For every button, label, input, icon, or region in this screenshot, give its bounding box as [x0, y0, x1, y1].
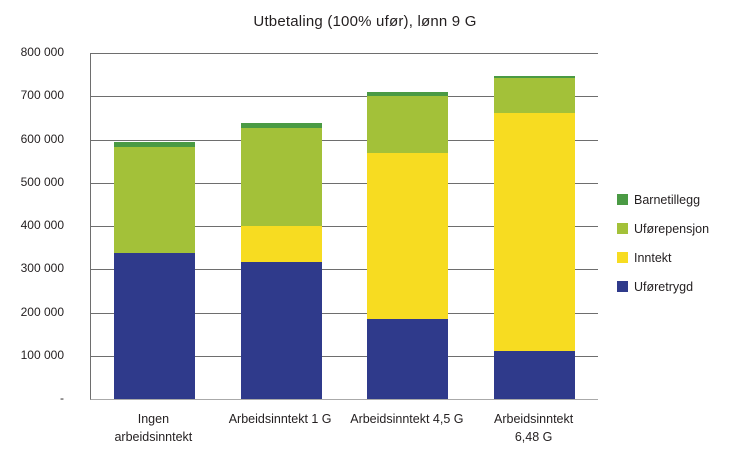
legend-label: Uførepensjon [634, 221, 710, 236]
legend-item: Uføretrygd [617, 279, 709, 294]
bar-segment [113, 252, 195, 399]
stacked-bar [113, 141, 195, 399]
gridline [91, 355, 598, 357]
bar-segment [367, 91, 449, 97]
stacked-bar [367, 91, 449, 399]
bar-segment [494, 75, 576, 79]
y-axis-tick-label: 600 000 [20, 131, 64, 146]
x-axis-label-line: 6,48 G [514, 430, 553, 444]
bar-segment [240, 128, 322, 227]
x-axis-label-line: Arbeidsinntekt 1 G [228, 412, 332, 426]
x-axis-label-line: Ingen [137, 412, 170, 426]
bar-segment [494, 112, 576, 352]
plot-area [90, 53, 598, 400]
y-axis-tick-label: 200 000 [20, 304, 64, 319]
bar-segment [240, 226, 322, 263]
x-axis-category-label: Ingen arbeidsinntekt [78, 410, 228, 446]
bar-segment [113, 141, 195, 147]
bar-segment [367, 152, 449, 319]
stacked-bar [240, 123, 322, 399]
gridline [91, 269, 598, 271]
chart-title: Utbetaling (100% ufør), lønn 9 G [253, 13, 477, 30]
y-axis-tick-label: 700 000 [20, 88, 64, 103]
gridline [91, 312, 598, 314]
legend-label: Uføretrygd [634, 279, 694, 294]
gridline [91, 139, 598, 141]
legend-item: Inntekt [617, 250, 709, 265]
gridline [91, 53, 598, 54]
stacked-bar [494, 75, 576, 399]
legend-swatch [617, 194, 628, 205]
bar-segment [494, 351, 576, 399]
legend-swatch [617, 252, 628, 263]
legend: Barnetillegg Uførepensjon Inntekt Uføretryg… [617, 193, 709, 309]
legend-label: Barnetillegg [634, 192, 701, 207]
x-axis-category-label: Arbeidsinntekt 1 G [205, 410, 355, 428]
x-axis-category-label: Arbeidsinntekt 6,48 G [459, 410, 609, 446]
bar-segment [240, 123, 322, 129]
y-axis-tick-label: 500 000 [20, 174, 64, 189]
bar-segment [367, 96, 449, 153]
legend-swatch [617, 223, 628, 234]
legend-label: Inntekt [634, 250, 672, 265]
y-axis-tick-label: - [60, 391, 64, 405]
x-axis-label-line: Arbeidsinntekt 4,5 G [350, 412, 464, 426]
legend-item: Barnetillegg [617, 192, 709, 207]
x-axis-category-label: Arbeidsinntekt 4,5 G [332, 410, 482, 428]
legend-swatch [617, 281, 628, 292]
gridline [91, 96, 598, 98]
gridline [91, 182, 598, 184]
bar-segment [494, 78, 576, 113]
bar-segment [113, 146, 195, 253]
y-axis-tick-label: 300 000 [20, 261, 64, 276]
y-axis-tick-label: 100 000 [20, 347, 64, 362]
x-axis-label-line: arbeidsinntekt [114, 430, 193, 444]
legend-item: Uførepensjon [617, 221, 710, 236]
bar-segment [367, 319, 449, 399]
gridline [91, 226, 598, 227]
y-axis-tick-label: 400 000 [20, 218, 64, 232]
bar-segment [240, 262, 322, 399]
y-axis-tick-label: 800 000 [20, 45, 64, 59]
x-axis-label-line: Arbeidsinntekt [494, 412, 574, 426]
